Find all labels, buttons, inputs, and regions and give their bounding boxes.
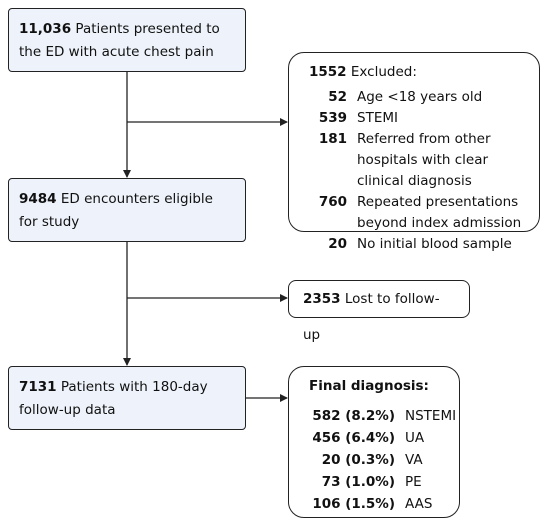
- label: Patients presented to the ED with acute …: [19, 21, 220, 60]
- count: 9484: [19, 191, 57, 207]
- item-label: PE: [405, 474, 422, 490]
- item-label: Repeated presentations beyond index admi…: [357, 194, 522, 231]
- count: 2353: [303, 291, 341, 307]
- count: 1552: [309, 64, 347, 80]
- item-label: NSTEMI: [405, 408, 457, 424]
- label: ED encounters eligible for study: [19, 191, 213, 230]
- excluded-list: 52 Age <18 years old 539 STEMI 181 Referred f…: [309, 87, 529, 255]
- item-label: Referred from other hospitals with clear…: [357, 131, 491, 189]
- item-label: Age <18 years old: [357, 89, 483, 105]
- count: 7131: [19, 379, 57, 395]
- item-count: 20 (0.3%): [321, 452, 395, 468]
- final-list: 582 (8.2%) NSTEMI 456 (6.4%) UA 20 (0.3%) VA 7…: [309, 405, 456, 515]
- count: 11,036: [19, 21, 72, 37]
- final-title: Final diagnosis:: [309, 378, 429, 394]
- item-count: 582 (8.2%): [312, 408, 395, 424]
- item-label: No initial blood sample: [357, 236, 512, 252]
- label: Patients with 180-day follow-up data: [19, 379, 208, 418]
- final-box: Final diagnosis: 582 (8.2%) NSTEMI 456 (6.…: [288, 366, 460, 518]
- item-count: 456 (6.4%): [312, 430, 395, 446]
- item-count: 73 (1.0%): [321, 474, 395, 490]
- item-label: UA: [405, 430, 425, 446]
- item-label: STEMI: [357, 110, 398, 126]
- label: Lost to follow-up: [303, 291, 440, 343]
- step-box: 7131 Patients with 180-day follow-up dat…: [8, 366, 246, 430]
- lost-box: 2353 Lost to follow-up: [288, 280, 470, 343]
- excluded-box: 1552 Excluded: 52 Age <18 years old 539 STE…: [288, 52, 540, 252]
- item-count: 181: [318, 131, 347, 147]
- step-box: 9484 ED encounters eligible for study: [8, 178, 246, 242]
- step-box: 11,036 Patients presented to the ED with…: [8, 8, 246, 72]
- label: Excluded:: [350, 64, 417, 80]
- item-count: 52: [328, 89, 347, 105]
- item-label: VA: [405, 452, 423, 468]
- item-count: 20: [328, 236, 347, 252]
- item-count: 760: [318, 194, 347, 210]
- item-count: 106 (1.5%): [312, 496, 395, 512]
- item-label: AAS: [405, 496, 433, 512]
- item-count: 539: [318, 110, 347, 126]
